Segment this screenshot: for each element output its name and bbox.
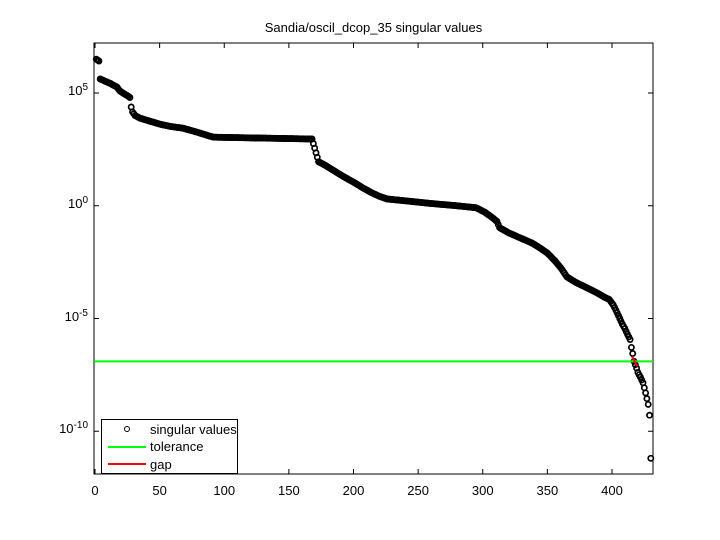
x-tick-label-350: 350 bbox=[536, 483, 559, 498]
singular-values-series bbox=[92, 55, 655, 462]
x-tick-label-250: 250 bbox=[407, 483, 429, 498]
legend-item-tolerance: tolerance bbox=[102, 438, 237, 455]
legend-icon-cell bbox=[107, 463, 147, 465]
x-tick-label-50: 50 bbox=[152, 483, 167, 498]
legend-label-tolerance: tolerance bbox=[150, 439, 204, 454]
singular-value-point bbox=[126, 94, 134, 101]
legend: singular values tolerance gap bbox=[101, 419, 238, 474]
x-tick-label-300: 300 bbox=[471, 483, 494, 498]
x-tick-label-400: 400 bbox=[601, 483, 623, 498]
y-tick-label-1e-10: 10-10 bbox=[59, 420, 88, 437]
singular-value-point bbox=[626, 336, 634, 343]
singular-value-point bbox=[95, 57, 103, 65]
y-tick-label-1e0: 100 bbox=[67, 194, 88, 211]
x-tick-label-200: 200 bbox=[342, 483, 365, 498]
gap-line bbox=[631, 355, 639, 367]
x-tick-label-150: 150 bbox=[278, 483, 300, 498]
chart-title: Sandia/oscil_dcop_35 singular values bbox=[264, 20, 483, 35]
legend-label-gap: gap bbox=[150, 456, 172, 472]
singular-values-marker-icon bbox=[124, 426, 130, 432]
gap-line-icon bbox=[108, 463, 146, 465]
legend-label-singular-values: singular values bbox=[150, 421, 237, 437]
tolerance-line-icon bbox=[108, 445, 146, 448]
singular-value-point bbox=[646, 411, 653, 419]
legend-icon-cell bbox=[107, 445, 147, 448]
x-tick-label-100: 100 bbox=[213, 483, 236, 498]
x-tick-label-0: 0 bbox=[91, 483, 99, 498]
singular-value-point bbox=[647, 454, 655, 462]
legend-item-gap: gap bbox=[102, 456, 237, 473]
y-tick-label-1e-5: 10-5 bbox=[64, 307, 88, 324]
y-tick-label-1e5: 105 bbox=[67, 82, 88, 99]
singular-value-point bbox=[627, 343, 635, 351]
plot-box bbox=[93, 42, 654, 475]
legend-icon-cell bbox=[107, 426, 147, 432]
legend-item-singular-values: singular values bbox=[102, 421, 237, 438]
singular-value-point bbox=[644, 400, 652, 408]
singular-value-point bbox=[643, 395, 651, 403]
